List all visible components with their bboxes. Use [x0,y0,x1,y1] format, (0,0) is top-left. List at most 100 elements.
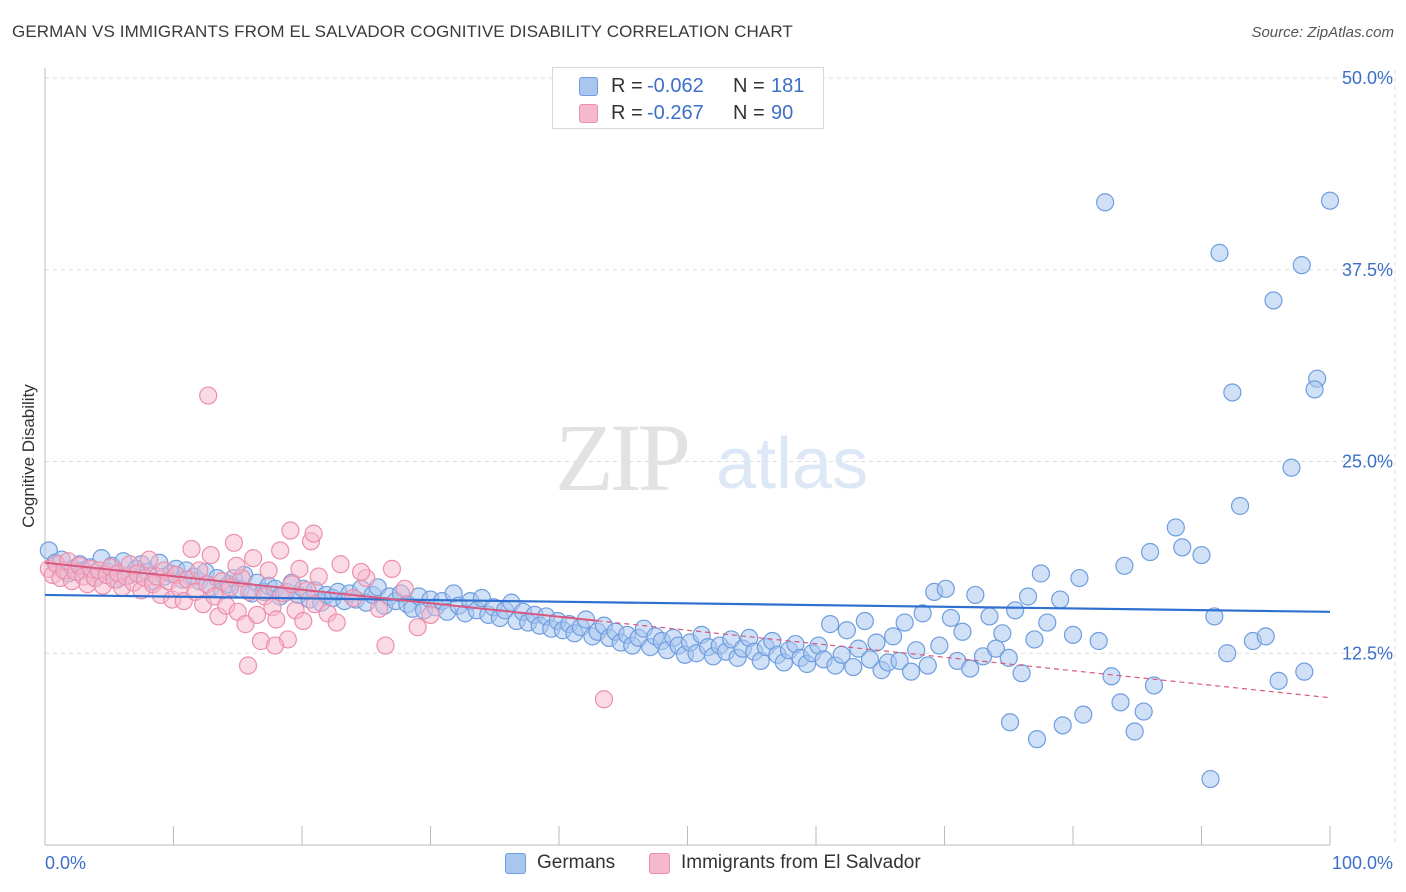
german-point [901,662,921,681]
salvador-point [327,613,346,632]
german-point [1205,607,1224,626]
y-tick-label: 50.0% [1342,68,1393,88]
germans-legend-swatch [505,853,526,874]
salvador-point [182,539,201,559]
salvador-point [244,549,263,568]
german-point [1031,564,1050,583]
german-point [1144,676,1164,695]
german-point [961,659,980,678]
german-point [1305,380,1324,399]
german-point [1070,568,1089,588]
salvador-point [139,550,159,569]
german-point [1006,601,1025,620]
german-point [895,613,914,632]
german-point [1210,243,1229,262]
german-point [953,622,972,641]
german-point [1292,256,1311,275]
salvador-point [281,521,300,540]
german-point [1012,664,1031,683]
salvador-point [370,599,389,618]
salvador-point [304,524,323,543]
german-point [1089,631,1108,651]
tick-labels: 12.5% 25.0% 37.5% 50.0% 0.0% 100.0% [45,68,1393,873]
salvador-point [238,656,258,675]
german-point [855,611,874,631]
salvador-point [331,555,350,574]
german-point [1027,730,1047,749]
salvador-trend-extension [597,620,1331,699]
german-point [1102,667,1121,686]
r-label: R = [611,75,643,97]
german-point [1000,713,1020,732]
german-point [1140,542,1160,562]
x-tick-label: 100.0% [1332,853,1393,873]
r-label: R = [611,102,643,124]
source-credit: Source: ZipAtlas.com [1251,24,1394,41]
germans-legend-label: Germans [537,852,616,873]
german-point [1125,722,1144,741]
german-point [1053,716,1072,735]
german-point [1111,693,1130,712]
series-germans [39,191,1340,789]
german-point [913,604,932,623]
salvador-point [376,636,395,655]
german-point [999,648,1018,667]
salvador-point [421,605,440,625]
salvador-trend-line [44,561,598,622]
german-point [1074,705,1093,724]
salvador-point [265,636,285,655]
german-point [1295,662,1314,681]
salvador-legend-label: Immigrants from El Salvador [681,852,921,873]
german-point [1096,193,1115,212]
salvador-point [224,533,243,552]
n-label: N = [733,102,765,124]
salvador-point [199,386,218,405]
r-value: -0.267 [647,102,704,124]
german-point [1264,291,1283,310]
german-point [1282,458,1301,477]
axes [44,68,1331,846]
german-point [1025,630,1044,649]
german-point [883,627,903,646]
german-point [930,636,949,655]
german-point [1038,613,1057,632]
salvador-point [309,567,328,586]
y-tick-label: 25.0% [1342,452,1393,472]
salvador-point [408,618,427,637]
watermark-atlas: atlas [716,424,868,504]
german-point [1230,496,1250,516]
watermark-zip: ZIP [555,404,688,511]
german-point [1063,625,1083,644]
german-point [837,621,856,640]
germans-trend-line [44,593,1331,613]
n-value: 90 [771,102,794,124]
german-point [844,657,863,677]
german-point [966,585,985,605]
german-point [890,651,909,671]
german-point [1134,702,1153,721]
salvador-point [271,541,290,560]
german-point [941,608,961,628]
salvador-point [352,562,371,582]
salvador-point [259,561,278,580]
salvador-swatch [579,104,598,123]
german-point [860,650,880,669]
german-point [918,656,937,675]
german-point [1166,518,1185,537]
german-point [1269,671,1288,690]
salvador-point [227,556,246,575]
salvador-point [247,605,267,625]
german-point [1223,383,1242,402]
y-tick-label: 37.5% [1342,260,1393,280]
salvador-point [290,559,309,578]
salvador-legend-swatch [649,853,670,874]
y-axis-label: Cognitive Disability [19,384,38,528]
german-point [1256,627,1275,646]
german-point [1115,556,1134,575]
r-value: -0.062 [647,75,704,97]
salvador-point [305,595,324,614]
german-point [1201,769,1220,789]
trend-lines [44,561,1331,699]
salvador-point [201,545,220,565]
